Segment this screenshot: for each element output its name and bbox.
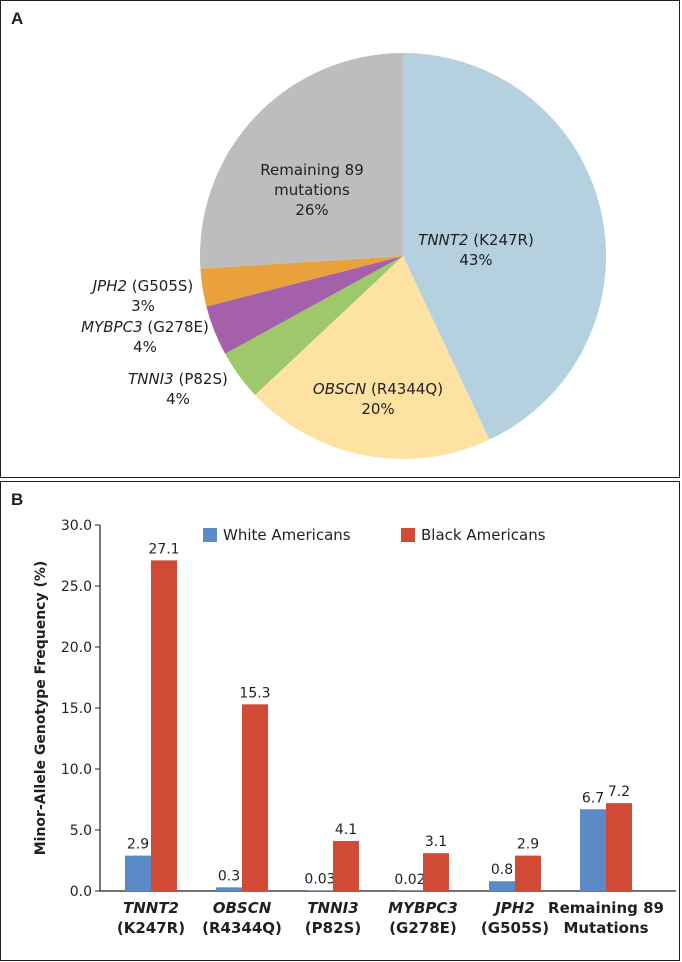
x-category-label-4: JPH2 bbox=[492, 899, 535, 917]
y-tick-label: 25.0 bbox=[61, 579, 92, 595]
pie-label-5: Remaining 89 bbox=[260, 161, 364, 179]
x-category-label-3: MYBPC3 bbox=[388, 899, 458, 917]
pie-label-3: MYBPC3 (G278E) bbox=[81, 318, 209, 336]
pie-percent-3: 4% bbox=[133, 338, 157, 356]
bar-value-label: 0.8 bbox=[491, 862, 513, 878]
pie-percent-5: 26% bbox=[295, 201, 328, 219]
pie-percent-0: 43% bbox=[459, 251, 492, 269]
pie-chart: TNNT2 (K247R) 43% OBSCN (R4344Q) 20% TNNI3 (… bbox=[81, 53, 606, 459]
pie-slice-2 bbox=[225, 256, 403, 395]
bar-black-2 bbox=[333, 840, 359, 891]
x-category-variant-0: (K247R) bbox=[117, 919, 185, 937]
pie-slice-4 bbox=[200, 256, 403, 307]
bar-black-4 bbox=[515, 855, 541, 891]
legend-label-1: Black Americans bbox=[421, 526, 546, 544]
pie-percent-1: 20% bbox=[361, 400, 394, 418]
x-category-variant-2: (P82S) bbox=[305, 919, 361, 937]
y-tick-label: 10.0 bbox=[61, 762, 92, 778]
x-category-variant-4: (G505S) bbox=[481, 919, 549, 937]
legend-swatch-1 bbox=[401, 528, 415, 542]
legend-label-0: White Americans bbox=[223, 526, 351, 544]
pie-label-0: TNNT2 (K247R) bbox=[418, 231, 534, 249]
bar-value-label: 0.3 bbox=[218, 868, 240, 884]
x-category-variant-3: (G278E) bbox=[389, 919, 457, 937]
y-tick-label: 20.0 bbox=[61, 640, 92, 656]
bar-value-label: 3.1 bbox=[425, 834, 447, 850]
bar-value-label: 4.1 bbox=[335, 822, 357, 838]
bar-value-label: 6.7 bbox=[582, 790, 604, 806]
y-tick-label: 5.0 bbox=[70, 823, 92, 839]
pie-label-2: TNNI3 (P82S) bbox=[128, 370, 228, 388]
legend-swatch-0 bbox=[203, 528, 217, 542]
pie-slice-5 bbox=[199, 53, 403, 269]
panel-b-label: B bbox=[11, 490, 24, 509]
x-category-label-2: TNNI3 bbox=[307, 899, 358, 917]
bar-value-label: 0.02 bbox=[394, 872, 425, 888]
x-category-label-0: TNNT2 bbox=[123, 899, 179, 917]
bar-black-5 bbox=[606, 803, 632, 891]
y-tick-label: 15.0 bbox=[61, 701, 92, 717]
x-category-variant-5: Mutations bbox=[563, 919, 648, 937]
bar-black-1 bbox=[242, 704, 268, 891]
pie-label-5-line2: mutations bbox=[274, 181, 350, 199]
bar-white-1 bbox=[216, 887, 242, 891]
bar-value-label: 0.03 bbox=[304, 872, 335, 888]
pie-percent-2: 4% bbox=[166, 390, 190, 408]
bar-white-0 bbox=[125, 855, 151, 891]
x-category-variant-1: (R4344Q) bbox=[202, 919, 282, 937]
y-tick-label: 30.0 bbox=[61, 518, 92, 534]
panel-a: A TNNT2 (K247R) 43% OBSCN (R4344Q) 20% TNNI3… bbox=[0, 0, 680, 478]
pie-label-1: OBSCN (R4344Q) bbox=[313, 380, 443, 398]
x-category-label-5: Remaining 89 bbox=[548, 899, 664, 917]
pie-slice-0 bbox=[403, 53, 606, 440]
x-category-label-1: OBSCN bbox=[213, 899, 272, 917]
bar-value-label: 2.9 bbox=[517, 837, 539, 853]
bar-white-5 bbox=[580, 809, 606, 891]
bar-white-4 bbox=[489, 881, 515, 891]
pie-slice-3 bbox=[206, 256, 403, 354]
bar-black-3 bbox=[423, 853, 449, 891]
panel-b: B 0.0 5.0 10.0 15.0 20.0 25.0 30.0 Minor-Allele… bbox=[0, 481, 680, 961]
pie-slice-1 bbox=[255, 256, 490, 459]
bar-black-0 bbox=[151, 560, 177, 891]
panel-a-label: A bbox=[11, 9, 24, 28]
y-tick-label: 0.0 bbox=[70, 884, 92, 900]
bar-chart: 0.0 5.0 10.0 15.0 20.0 25.0 30.0 Minor-Allele G… bbox=[33, 518, 676, 937]
bar-value-label: 15.3 bbox=[239, 685, 270, 701]
pie-label-4: JPH2 (G505S) bbox=[90, 277, 194, 295]
bar-value-label: 7.2 bbox=[608, 784, 630, 800]
pie-percent-4: 3% bbox=[131, 297, 155, 315]
y-axis-label: Minor-Allele Genotype Frequency (%) bbox=[33, 561, 49, 856]
bar-value-label: 2.9 bbox=[127, 837, 149, 853]
bar-value-label: 27.1 bbox=[148, 541, 179, 557]
